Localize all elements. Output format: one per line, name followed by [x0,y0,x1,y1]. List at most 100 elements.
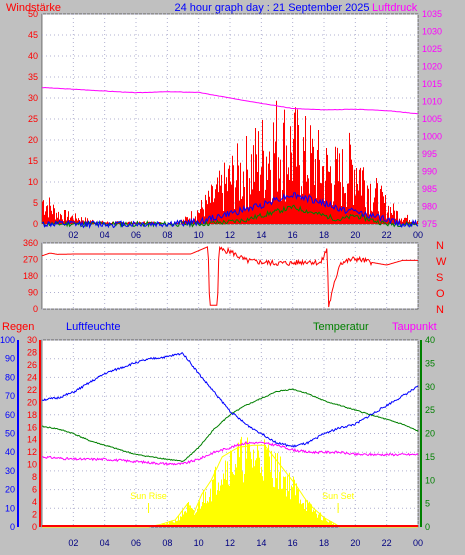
wind-y-tick-label: 40 [28,51,38,61]
rain-y-tick-label: 12 [27,447,37,457]
humidity-y-tick-label: 90 [5,354,15,364]
wind-x-tick-label: 16 [288,230,298,240]
luftfeuchte-label: Luftfeuchte [66,321,120,333]
sun-annotations: Sun Rise Sun Set [130,491,355,513]
temperature-x-tick-label: 08 [162,538,172,548]
temperature-y-tick-label: 40 [425,335,435,345]
temperature-y-tick-label: 5 [425,499,430,509]
wind-x-tick-label: 02 [68,230,78,240]
humidity-y-tick-label: 40 [5,447,15,457]
wind-x-ticks: 02 04 06 08 10 12 14 16 18 20 22 00 [68,230,423,240]
temperature-y-ticks: 0 5 10 15 20 25 30 35 40 [425,335,435,532]
compass-letter: N [436,240,444,252]
temperature-y-tick-label: 35 [425,358,435,368]
wind-x-tick-label: 14 [256,230,266,240]
temperature-y-tick-label: 15 [425,452,435,462]
sun-rise-label: Sun Rise [130,491,167,501]
pressure-y-ticks: 975 980 985 990 995 1000 1005 1010 1015 1020 1025 1… [422,9,442,229]
rain-y-tick-label: 14 [27,435,37,445]
pressure-y-tick-label: 990 [422,167,437,177]
dewpoint-line [41,440,419,466]
temperature-x-tick-label: 22 [382,538,392,548]
temperature-x-tick-label: 18 [319,538,329,548]
pressure-y-tick-label: 985 [422,184,437,194]
pressure-y-tick-label: 1015 [422,79,442,89]
temperatur-label: Temperatur [313,321,369,333]
temperature-x-tick-label: 04 [100,538,110,548]
pressure-y-tick-label: 1005 [422,114,442,124]
wind-y-tick-label: 10 [28,177,38,187]
temperature-x-tick-label: 14 [256,538,266,548]
temperature-x-tick-label: 16 [288,538,298,548]
temperature-y-tick-label: 20 [425,429,435,439]
direction-y-tick-label: 0 [33,304,38,314]
direction-y-tick-label: 180 [23,271,38,281]
rain-y-tick-label: 16 [27,422,37,432]
temperature-x-tick-label: 10 [194,538,204,548]
humidity-y-tick-label: 10 [5,503,15,513]
temperature-y-tick-label: 10 [425,475,435,485]
humidity-line [41,351,419,448]
pressure-y-tick-label: 980 [422,202,437,212]
temperature-x-tick-label: 20 [350,538,360,548]
direction-y-ticks: 0 90 180 270 360 [23,238,38,314]
temperature-series [41,351,419,528]
rain-y-tick-label: 30 [27,335,37,345]
rain-y-tick-label: 22 [27,385,37,395]
rain-y-tick-label: 8 [32,472,37,482]
sun-set-label: Sun Set [322,491,355,501]
wind-y-tick-label: 50 [28,9,38,19]
compass-letter: N [436,304,444,316]
temperature-x-ticks: 02 04 06 08 10 12 14 16 18 20 22 00 [68,538,423,548]
pressure-y-tick-label: 1030 [422,27,442,37]
rain-y-tick-label: 6 [32,485,37,495]
humidity-y-tick-label: 80 [5,372,15,382]
humidity-y-tick-label: 20 [5,485,15,495]
wind-y-tick-label: 0 [33,219,38,229]
wind-y-tick-label: 45 [28,30,38,40]
wind-y-tick-label: 30 [28,93,38,103]
temperature-x-tick-label: 02 [68,538,78,548]
temperature-x-tick-label: 06 [131,538,141,548]
direction-y-tick-label: 360 [23,238,38,248]
pressure-y-tick-label: 1035 [422,9,442,19]
wind-x-tick-label: 04 [100,230,110,240]
wind-y-ticks: 0 5 10 15 20 25 30 35 40 45 50 [28,9,38,229]
rain-y-tick-label: 20 [27,397,37,407]
pressure-y-tick-label: 1000 [422,132,442,142]
compass-letter: S [436,272,443,284]
pressure-y-tick-label: 1010 [422,97,442,107]
humidity-y-tick-label: 30 [5,466,15,476]
temperature-y-tick-label: 0 [425,522,430,532]
wind-y-tick-label: 5 [33,198,38,208]
humidity-y-tick-label: 70 [5,391,15,401]
rain-y-tick-label: 10 [27,460,37,470]
pressure-line [41,86,419,115]
compass-letter: O [436,288,445,300]
temperature-y-tick-label: 30 [425,382,435,392]
wind-x-tick-label: 10 [194,230,204,240]
pressure-y-tick-label: 1025 [422,44,442,54]
rain-y-tick-label: 24 [27,372,37,382]
regen-label: Regen [2,321,34,333]
wind-x-tick-label: 22 [382,230,392,240]
pressure-y-tick-label: 995 [422,149,437,159]
humidity-y-tick-label: 100 [0,335,15,345]
wind-y-tick-label: 20 [28,135,38,145]
temperature-x-tick-label: 00 [413,538,423,548]
temperature-x-tick-label: 12 [225,538,235,548]
wind-x-tick-label: 18 [319,230,329,240]
rain-y-tick-label: 28 [27,347,37,357]
direction-y-tick-label: 90 [28,288,38,298]
pressure-y-tick-label: 1020 [422,62,442,72]
temperature-y-tick-label: 25 [425,405,435,415]
wind-direction-panel: 0 90 180 270 360 [23,238,419,314]
rain-y-tick-label: 4 [32,497,37,507]
rain-y-tick-label: 18 [27,410,37,420]
wind-direction-line [41,245,418,308]
humidity-y-tick-label: 60 [5,410,15,420]
